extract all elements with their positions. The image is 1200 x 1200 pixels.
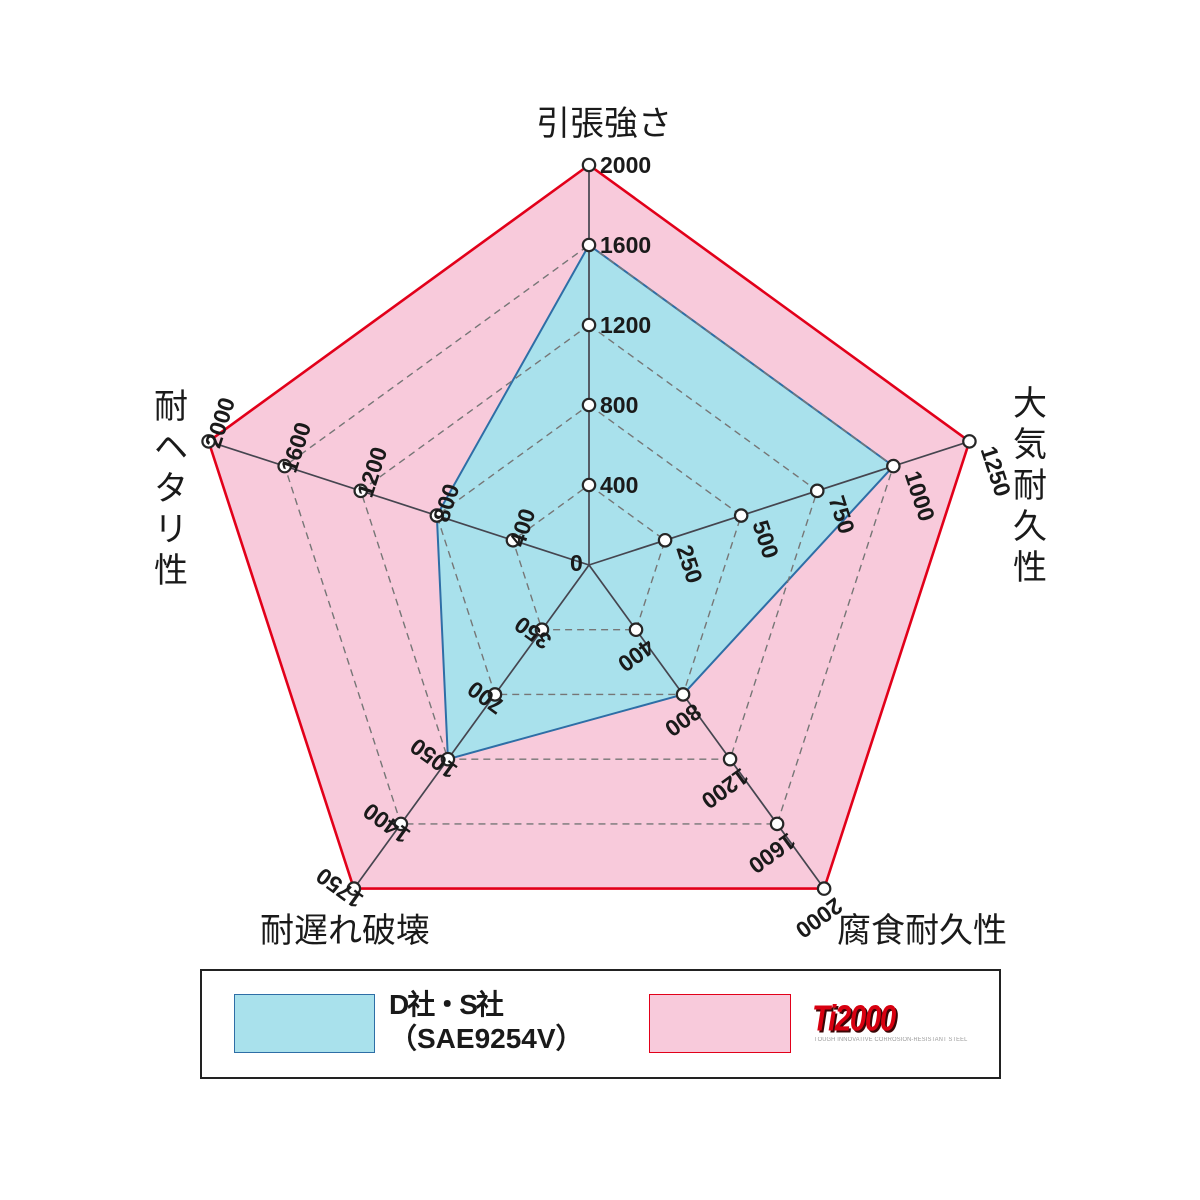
svg-text:400: 400 xyxy=(600,472,638,498)
svg-text:引張強さ: 引張強さ xyxy=(536,105,672,143)
svg-text:2000: 2000 xyxy=(600,152,651,178)
svg-text:1250: 1250 xyxy=(976,443,1017,500)
svg-text:大: 大 xyxy=(1013,385,1047,423)
svg-text:1600: 1600 xyxy=(600,232,651,258)
svg-text:久: 久 xyxy=(1013,508,1047,546)
svg-text:ヘ: ヘ xyxy=(154,429,188,467)
svg-text:耐遅れ破壊: 耐遅れ破壊 xyxy=(260,912,430,950)
svg-text:性: 性 xyxy=(154,552,188,590)
svg-text:性: 性 xyxy=(1013,549,1047,587)
svg-text:リ: リ xyxy=(154,511,188,549)
svg-text:耐: 耐 xyxy=(154,388,188,426)
svg-text:気: 気 xyxy=(1013,426,1047,464)
svg-text:800: 800 xyxy=(600,392,638,418)
svg-text:耐: 耐 xyxy=(1013,467,1047,505)
svg-text:0: 0 xyxy=(570,550,583,576)
svg-text:1200: 1200 xyxy=(600,312,651,338)
svg-text:タ: タ xyxy=(154,470,188,508)
svg-text:腐食耐久性: 腐食耐久性 xyxy=(837,912,1007,950)
